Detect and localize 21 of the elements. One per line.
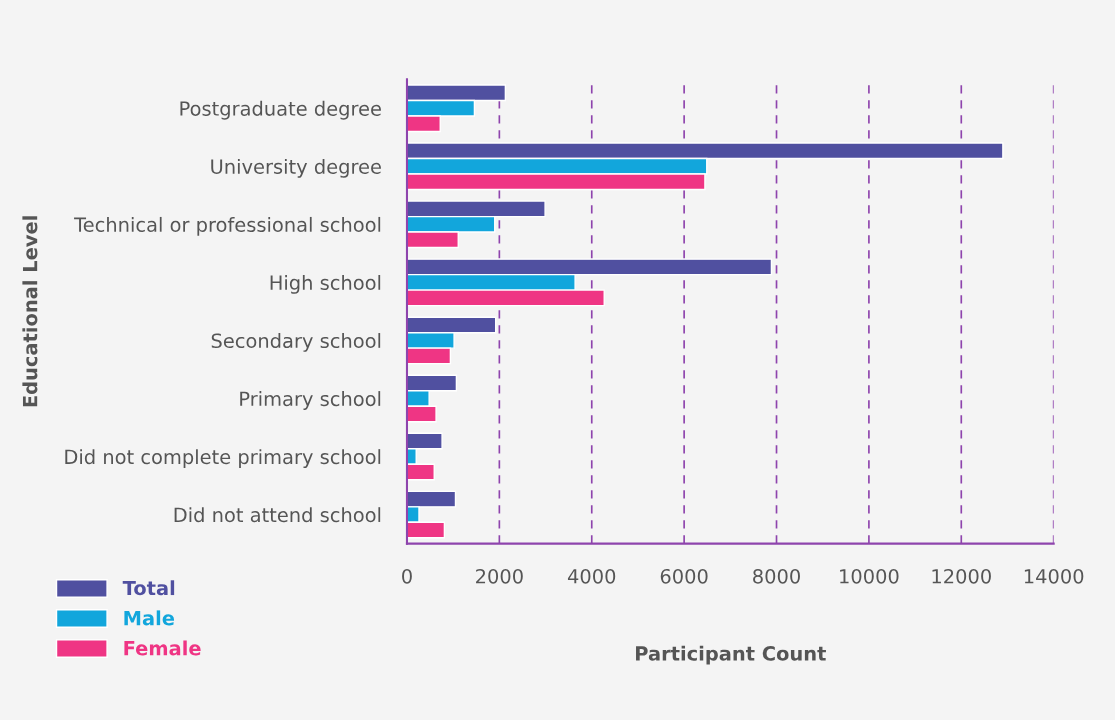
x-tick-label: 2000 bbox=[476, 568, 523, 584]
x-tick-label: 10000 bbox=[840, 568, 899, 584]
y-tick-label: Did not complete primary school bbox=[65, 449, 381, 468]
x-tick-label: 12000 bbox=[932, 568, 991, 584]
x-axis-title: Participant Count bbox=[636, 645, 826, 665]
x-tick-label: 0 bbox=[402, 568, 412, 584]
y-tick-label: University degree bbox=[211, 158, 381, 178]
y-tick-label: Did not attend school bbox=[174, 507, 381, 523]
y-tick-label: High school bbox=[270, 274, 381, 294]
legend-label: Male bbox=[124, 610, 175, 626]
y-tick-label: Technical or professional school bbox=[74, 216, 381, 236]
y-tick-label: Secondary school bbox=[211, 333, 381, 352]
x-tick-label: 8000 bbox=[753, 568, 800, 584]
x-tick-label: 6000 bbox=[660, 568, 708, 584]
x-tick-label: 14000 bbox=[1024, 568, 1084, 584]
y-tick-label: Primary school bbox=[240, 391, 381, 410]
y-tick-label: Postgraduate degree bbox=[180, 100, 381, 120]
x-tick-label: 4000 bbox=[567, 568, 616, 584]
legend-label: Total bbox=[122, 580, 175, 596]
y-axis-title: Educational Level bbox=[22, 216, 38, 407]
legend-label: Female bbox=[124, 640, 201, 656]
